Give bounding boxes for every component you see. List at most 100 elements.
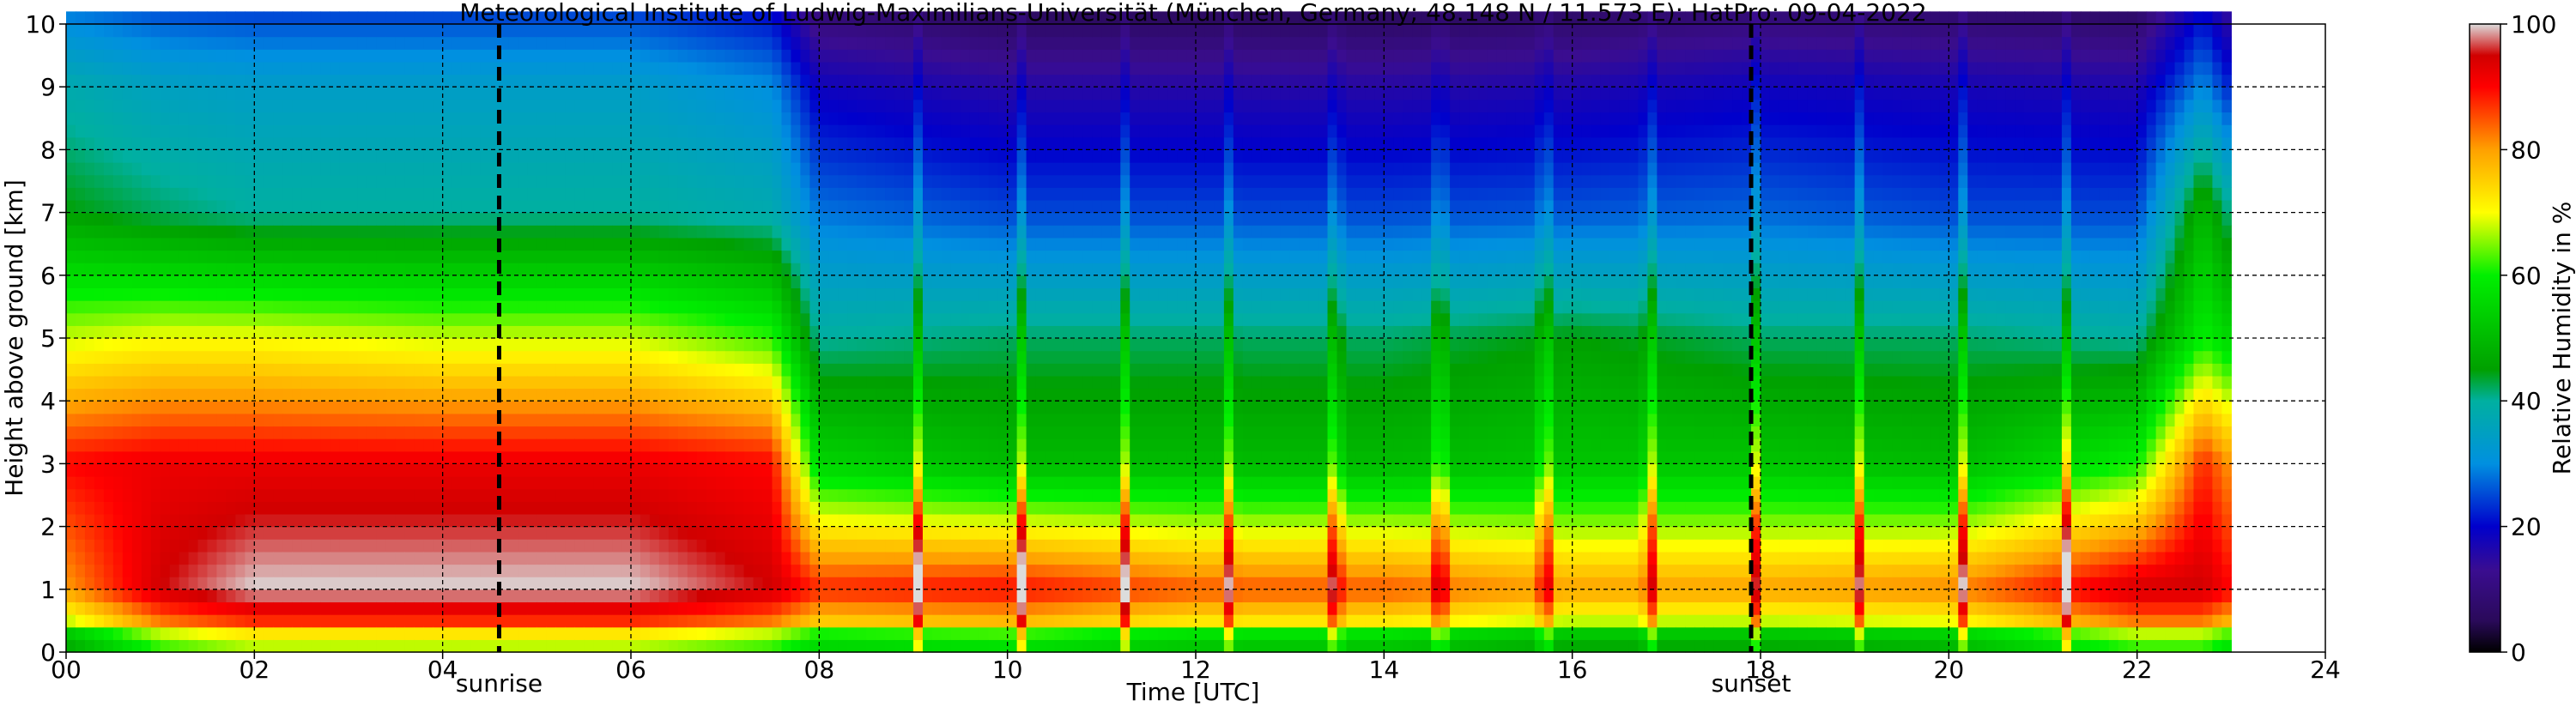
heatmap-cell [631, 513, 641, 528]
heatmap-cell [649, 99, 660, 113]
heatmap-cell [743, 513, 755, 528]
heatmap-cell [470, 325, 482, 339]
heatmap-cell [913, 476, 924, 490]
heatmap-cell [150, 476, 161, 490]
heatmap-cell [518, 426, 528, 439]
heatmap-cell [931, 325, 943, 339]
heatmap-cell [179, 564, 190, 577]
heatmap-cell [639, 564, 651, 577]
heatmap-cell [339, 476, 349, 490]
heatmap-cell [414, 312, 425, 326]
heatmap-cell [574, 501, 585, 515]
heatmap-cell [866, 250, 876, 263]
heatmap-cell [94, 49, 105, 63]
heatmap-cell [866, 136, 876, 150]
heatmap-cell [904, 61, 914, 76]
heatmap-cell [122, 11, 133, 25]
heatmap-cell [668, 601, 679, 615]
heatmap-cell [800, 388, 810, 402]
heatmap-cell [376, 225, 387, 239]
heatmap-cell [367, 539, 378, 553]
heatmap-cell [668, 136, 679, 150]
heatmap-cell [433, 99, 444, 113]
heatmap-cell [84, 338, 95, 352]
heatmap-cell [264, 199, 274, 214]
heatmap-cell [584, 363, 594, 377]
heatmap-cell [715, 363, 726, 377]
heatmap-cell [781, 136, 792, 150]
heatmap-cell [226, 350, 236, 364]
heatmap-cell [499, 589, 510, 603]
heatmap-cell [584, 601, 594, 615]
heatmap-cell [292, 501, 302, 515]
heatmap-cell [743, 275, 755, 289]
heatmap-cell [753, 287, 764, 301]
heatmap-cell [461, 162, 472, 176]
heatmap-cell [273, 300, 283, 314]
heatmap-cell [969, 350, 980, 364]
heatmap-cell [734, 501, 745, 515]
heatmap-cell [658, 614, 670, 628]
heatmap-cell [112, 350, 124, 364]
heatmap-cell [245, 350, 255, 364]
heatmap-cell [969, 275, 980, 289]
heatmap-cell [621, 388, 632, 402]
heatmap-cell [687, 601, 698, 615]
heatmap-cell [480, 199, 491, 214]
heatmap-cell [339, 589, 349, 603]
heatmap-cell [292, 174, 302, 188]
heatmap-cell [395, 36, 406, 50]
heatmap-cell [197, 136, 209, 150]
heatmap-cell [367, 149, 378, 163]
heatmap-cell [131, 149, 142, 163]
heatmap-cell [885, 551, 895, 565]
heatmap-cell [913, 263, 924, 276]
heatmap-cell [66, 526, 76, 540]
heatmap-cell [734, 199, 745, 214]
heatmap-cell [150, 501, 161, 515]
heatmap-cell [706, 338, 717, 352]
heatmap-cell [404, 49, 415, 63]
heatmap-cell [150, 438, 161, 452]
heatmap-cell [301, 438, 312, 452]
heatmap-cell [677, 49, 688, 63]
heatmap-cell [960, 539, 971, 553]
heatmap-cell [753, 375, 764, 390]
heatmap-cell [734, 263, 745, 276]
heatmap-cell [753, 250, 764, 263]
heatmap-cell [311, 589, 321, 603]
heatmap-cell [84, 614, 95, 628]
heatmap-cell [216, 49, 227, 63]
heatmap-cell [960, 450, 971, 464]
heatmap-cell [330, 438, 340, 452]
heatmap-cell [301, 300, 312, 314]
heatmap-cell [876, 401, 886, 414]
heatmap-cell [188, 438, 199, 452]
heatmap-cell [809, 187, 820, 201]
heatmap-cell [857, 61, 867, 76]
heatmap-cell [527, 413, 537, 427]
heatmap-cell [677, 149, 688, 163]
heatmap-cell [724, 438, 736, 452]
heatmap-cell [979, 112, 990, 125]
heatmap-cell [555, 36, 566, 50]
heatmap-cell [894, 564, 905, 577]
heatmap-cell [349, 287, 359, 301]
heatmap-cell [555, 601, 566, 615]
heatmap-cell [112, 426, 124, 439]
heatmap-cell [950, 463, 961, 477]
heatmap-cell [922, 388, 933, 402]
heatmap-cell [320, 488, 330, 502]
heatmap-cell [584, 338, 594, 352]
heatmap-cell [169, 24, 180, 38]
heatmap-cell [367, 49, 378, 63]
heatmap-cell [216, 287, 227, 301]
heatmap-cell [781, 388, 792, 402]
heatmap-cell [264, 551, 274, 565]
heatmap-cell [197, 601, 209, 615]
heatmap-cell [894, 287, 905, 301]
heatmap-cell [320, 237, 330, 251]
heatmap-cell [301, 476, 312, 490]
heatmap-cell [66, 338, 76, 352]
heatmap-cell [188, 375, 199, 390]
